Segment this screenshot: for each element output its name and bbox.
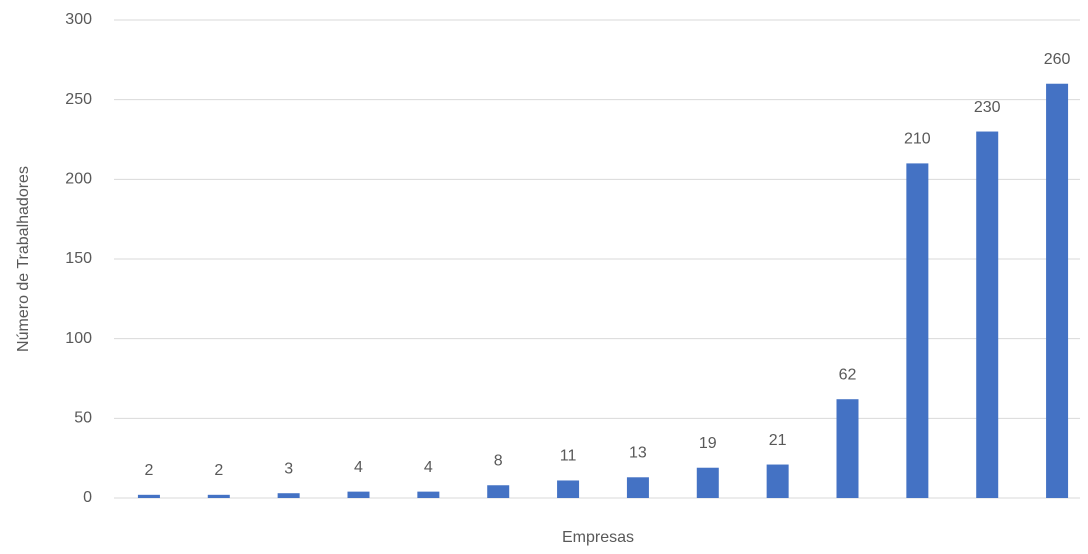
bar <box>836 399 859 498</box>
bar <box>487 485 510 498</box>
y-tick-label: 250 <box>65 91 92 108</box>
data-label: 19 <box>699 435 717 452</box>
y-tick-label: 100 <box>65 330 92 347</box>
y-axis-label: Número de Trabalhadores <box>15 166 32 352</box>
bar <box>766 464 789 498</box>
data-label: 3 <box>284 460 293 477</box>
data-label: 62 <box>839 366 857 383</box>
data-label: 230 <box>974 99 1001 116</box>
bar <box>626 477 649 498</box>
bar <box>137 494 160 498</box>
bar <box>1046 83 1069 498</box>
bar <box>207 494 230 498</box>
y-tick-label: 0 <box>83 489 92 506</box>
data-label: 210 <box>904 131 931 148</box>
bar <box>696 467 719 498</box>
data-label: 4 <box>424 459 433 476</box>
bar <box>557 480 580 498</box>
data-label: 21 <box>769 432 787 449</box>
y-tick-label: 50 <box>74 410 92 427</box>
data-label: 8 <box>494 452 503 469</box>
data-label: 11 <box>560 448 577 465</box>
y-tick-label: 200 <box>65 171 92 188</box>
data-label: 260 <box>1044 51 1071 68</box>
bar <box>976 131 999 499</box>
y-tick-label: 300 <box>65 11 92 28</box>
data-label: 2 <box>144 462 153 479</box>
x-axis-label: Empresas <box>562 529 634 546</box>
bar <box>417 491 440 498</box>
data-label: 2 <box>214 462 223 479</box>
y-tick-label: 150 <box>65 250 92 267</box>
bar <box>277 493 300 498</box>
bar <box>347 491 370 498</box>
bar <box>906 163 929 498</box>
data-label: 4 <box>354 459 363 476</box>
data-label: 13 <box>629 445 647 462</box>
